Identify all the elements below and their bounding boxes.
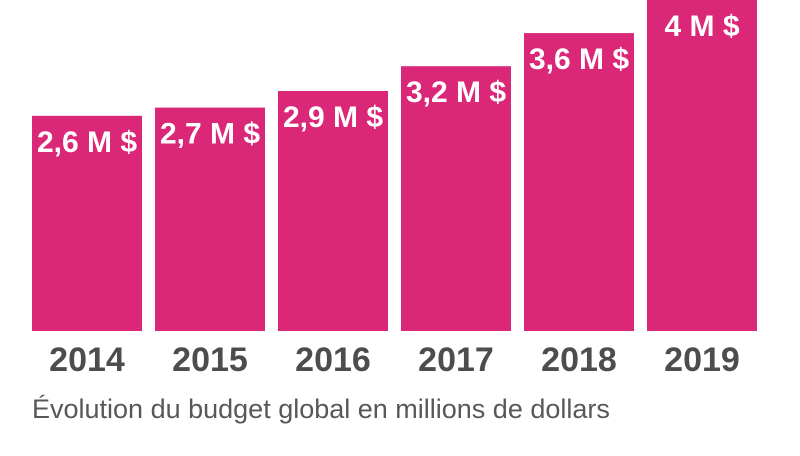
bar-value-label-2017: 3,2 M $ [406, 76, 506, 109]
x-tick-label-2017: 2017 [418, 341, 494, 379]
bar-value-label-2016: 2,9 M $ [283, 101, 383, 134]
bar-2014 [32, 115, 142, 331]
bar-2016 [278, 91, 388, 331]
bar-value-label-2015: 2,7 M $ [160, 118, 260, 151]
bar-value-label-2014: 2,6 M $ [37, 126, 137, 159]
bar-value-label-2018: 3,6 M $ [529, 43, 629, 76]
x-tick-label-2015: 2015 [172, 341, 248, 379]
x-tick-label-2019: 2019 [664, 341, 740, 379]
x-tick-label-2014: 2014 [49, 341, 125, 379]
x-tick-label-2016: 2016 [295, 341, 371, 379]
chart-canvas: 2,6 M $ 2014 2,7 M $ 2015 2,9 M $ 2016 3,2 M $… [32, 0, 757, 379]
chart-caption: Évolution du budget global en millions d… [32, 394, 610, 424]
bar-2019 [647, 0, 757, 331]
bar-value-label-2019: 4 M $ [664, 10, 739, 43]
x-tick-label-2018: 2018 [541, 341, 617, 379]
bar-2017 [401, 66, 511, 331]
bar-2015 [155, 107, 265, 331]
bar-2018 [524, 33, 634, 331]
